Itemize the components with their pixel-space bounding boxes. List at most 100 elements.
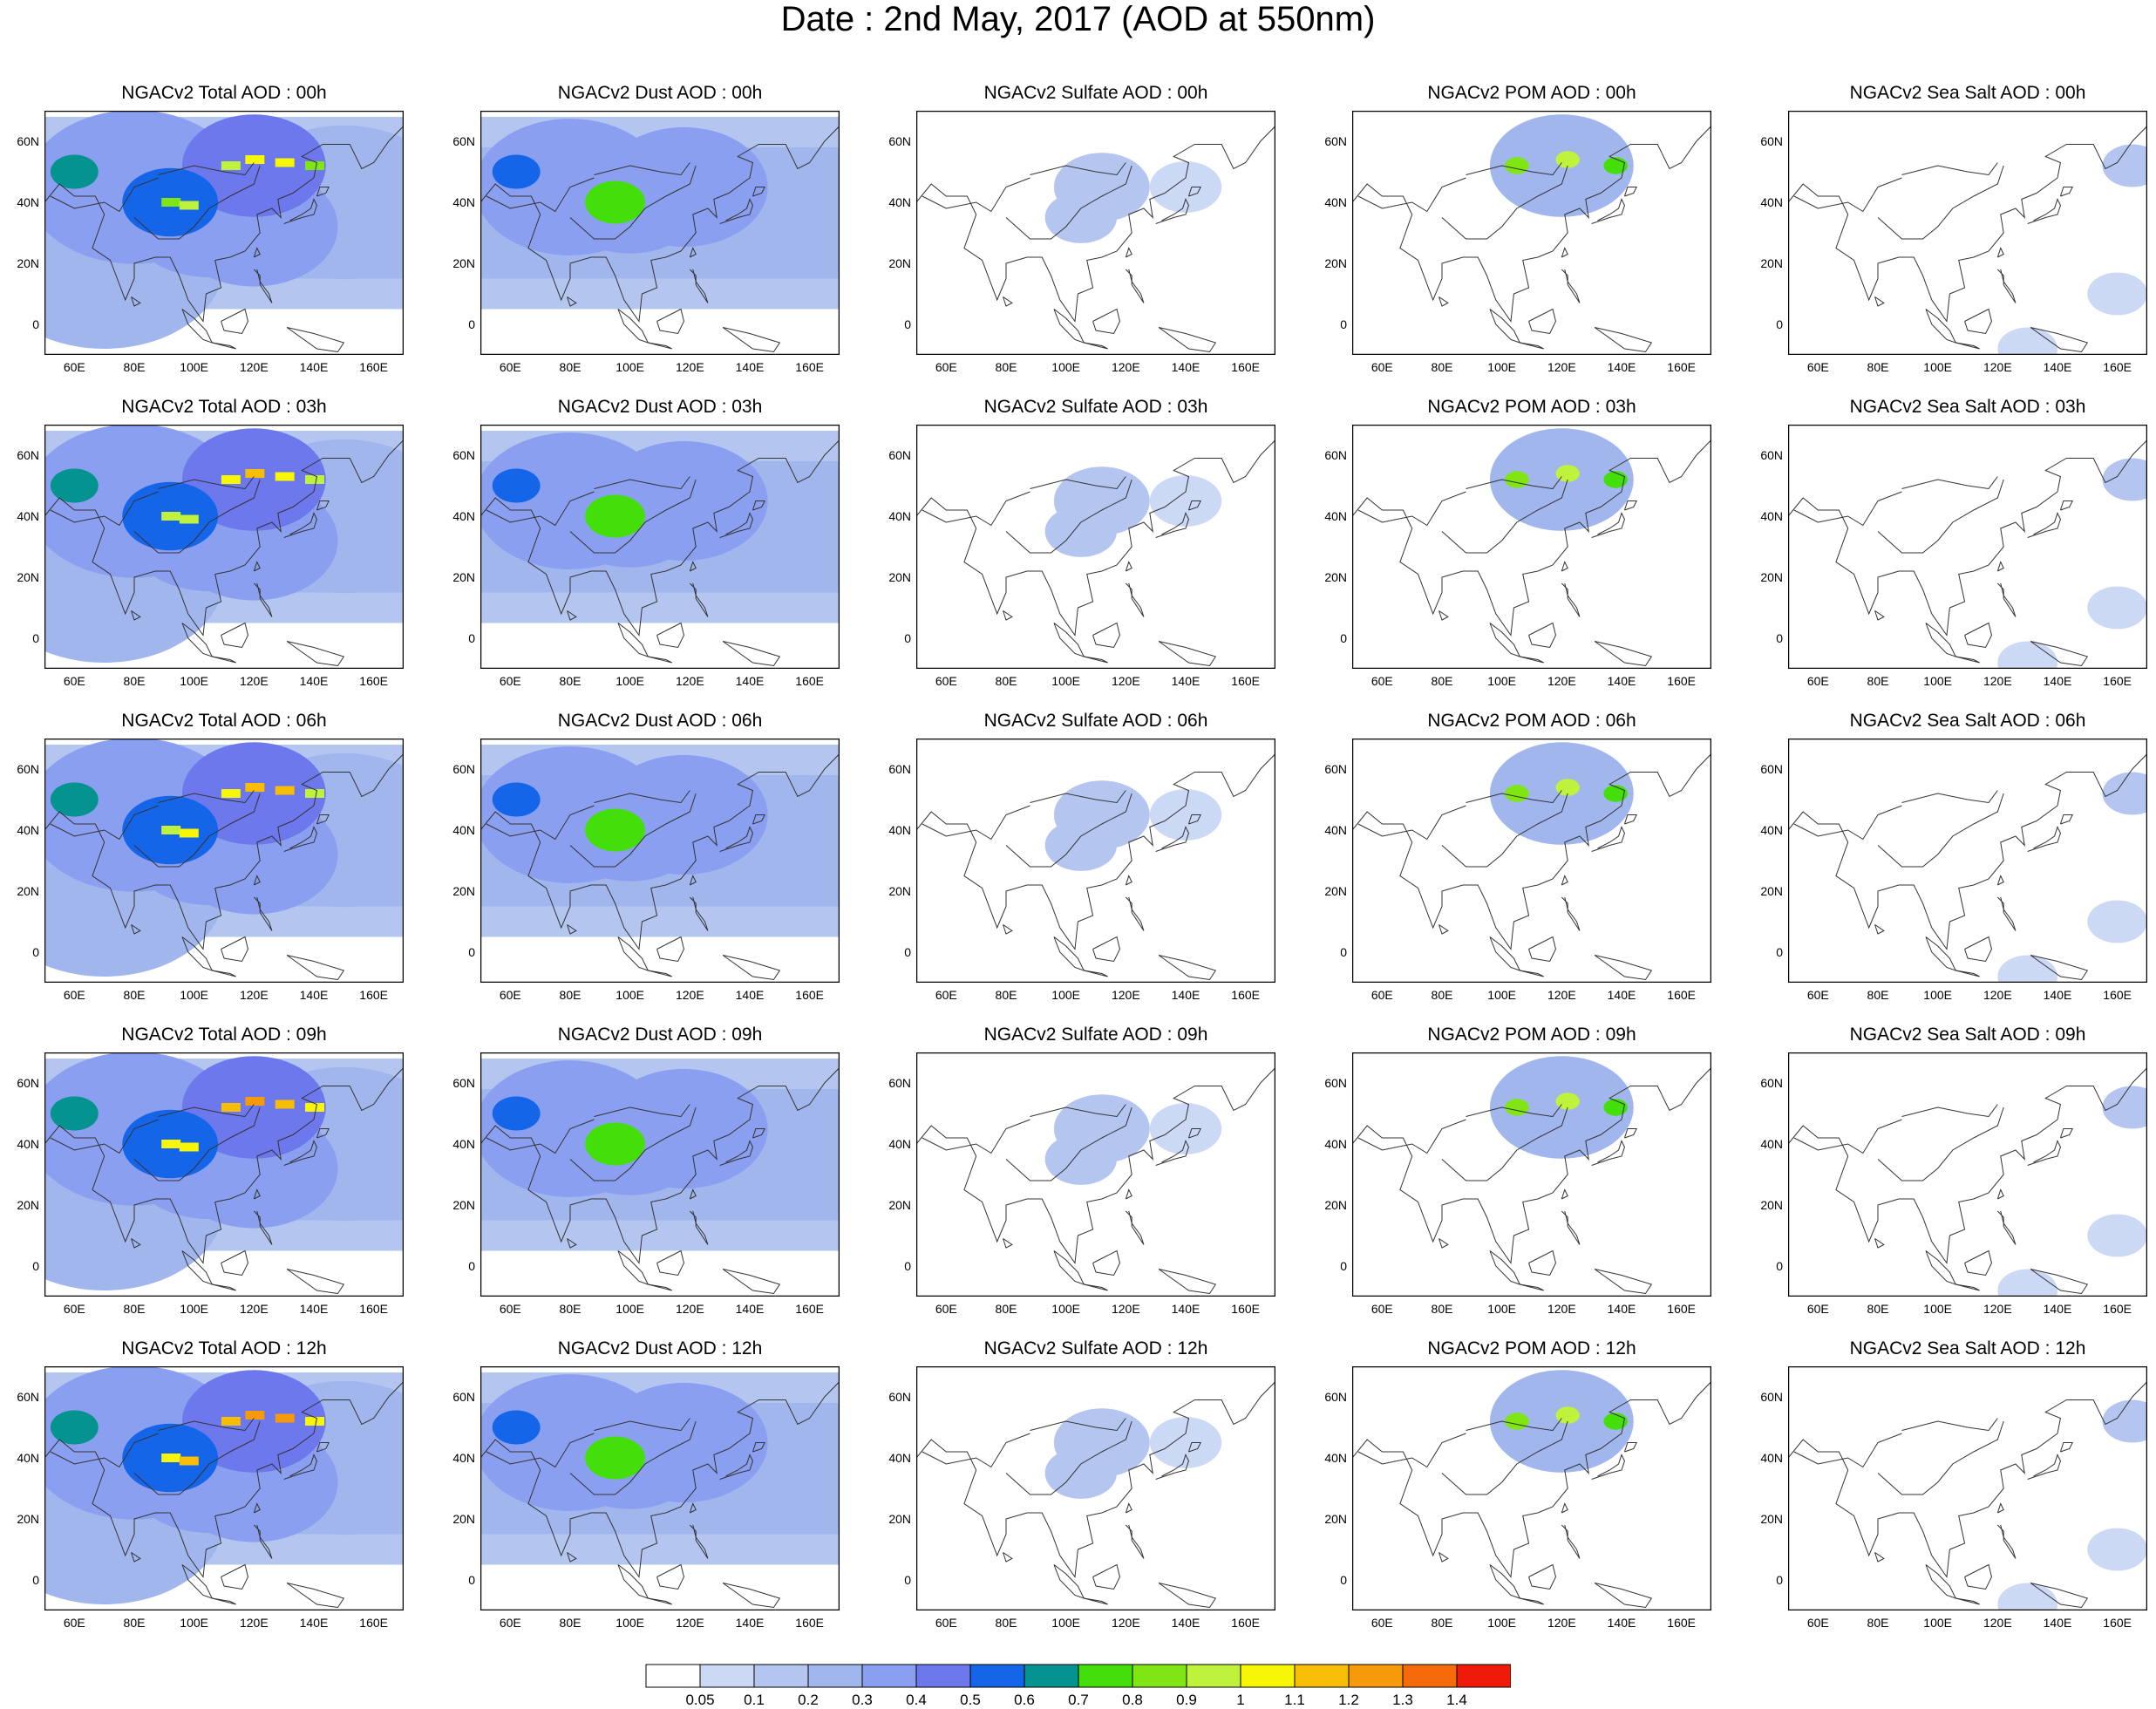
y-tick-label: 40N (452, 823, 475, 837)
x-tick-label: 100E (616, 674, 644, 688)
panel-dust-12h: NGACv2 Dust AOD : 12h 60N 40N 20N 0 60E 80E 100… (445, 1336, 857, 1632)
x-tick-label: 140E (1171, 360, 1200, 374)
map-frame (1352, 1366, 1711, 1610)
y-tick-label: 60N (1324, 448, 1347, 462)
aod-blob (585, 1436, 645, 1480)
map-frame (916, 1366, 1275, 1610)
coastline (689, 1188, 697, 1200)
y-tick-label: 0 (904, 317, 911, 331)
panel-seasalt-06h: NGACv2 Sea Salt AOD : 06h 60N 40N 20N 0 60E 80… (1753, 708, 2156, 1004)
x-tick-label: 160E (2103, 1616, 2132, 1630)
coastline (1964, 308, 1992, 335)
coastline (131, 296, 141, 307)
colorbar-swatch (969, 1664, 1025, 1688)
coastline (253, 1210, 273, 1245)
coastline (916, 439, 1275, 637)
map-background (1788, 1052, 2147, 1297)
coastline (2030, 955, 2089, 981)
y-tick-label: 0 (1776, 631, 1783, 645)
coastline (286, 641, 345, 667)
x-tick-label: 80E (1867, 988, 1889, 1002)
coastline (1441, 1106, 1568, 1181)
aod-blob (492, 1096, 541, 1131)
x-tick-label: 140E (2043, 988, 2072, 1002)
panel-total-06h: NGACv2 Total AOD : 06h 60N 40N 20N 0 60E 80E 10… (10, 708, 421, 1004)
coastline (1092, 1563, 1120, 1590)
aod-plume-cell (245, 1097, 265, 1106)
y-tick-label: 0 (904, 945, 911, 959)
coastline (1561, 875, 1568, 886)
y-tick-label: 40N (452, 509, 475, 523)
coastline (221, 936, 248, 963)
x-tick-label: 80E (1431, 988, 1453, 1002)
coastline (1561, 1502, 1568, 1514)
x-tick-label: 160E (1231, 360, 1260, 374)
panel-dust-06h: NGACv2 Dust AOD : 06h 60N 40N 20N 0 60E 80E 100… (445, 708, 857, 1004)
aod-blob (1505, 1099, 1529, 1116)
aod-map (480, 111, 840, 355)
coastline (1155, 826, 1189, 852)
coastline (1187, 1442, 1201, 1453)
coastline (480, 1067, 840, 1264)
y-tick-label: 0 (1776, 1573, 1783, 1587)
colorbar-label: 0.3 (852, 1692, 873, 1708)
coastline (719, 198, 753, 224)
y-tick-label: 60N (1324, 1390, 1347, 1404)
coastline (656, 1249, 684, 1277)
coastline (1594, 327, 1653, 353)
panel-dust-00h: NGACv2 Dust AOD : 00h 60N 40N 20N 0 60E 80E 100… (445, 80, 857, 377)
y-tick-label: 60N (17, 134, 39, 148)
coastline (316, 1128, 330, 1139)
x-tick-label: 160E (795, 1616, 824, 1630)
coastline (567, 1238, 577, 1249)
aod-blob (1505, 471, 1529, 488)
aod-plume-cell (179, 1142, 199, 1152)
coastline (486, 805, 595, 841)
x-tick-label: 160E (2103, 360, 2132, 374)
aod-map (44, 425, 404, 669)
coastline (2059, 1128, 2073, 1139)
aod-plume-cell (161, 1454, 181, 1462)
coastline (2030, 327, 2089, 353)
x-tick-label: 140E (299, 674, 329, 688)
x-tick-label: 140E (1171, 988, 1200, 1002)
coastline (2027, 198, 2061, 224)
x-tick-label: 140E (1171, 674, 1200, 688)
x-tick-label: 160E (359, 988, 388, 1002)
coastline (719, 826, 753, 852)
x-tick-label: 140E (1607, 360, 1636, 374)
map-frame (480, 1366, 840, 1610)
coastline (44, 1067, 404, 1264)
coastline (1925, 309, 1957, 344)
aod-blob (1044, 192, 1118, 243)
coastline (752, 1442, 765, 1453)
colorbar-label: 0.9 (1176, 1692, 1197, 1708)
x-tick-label: 80E (123, 1302, 146, 1316)
coastline (689, 269, 709, 303)
x-tick-label: 80E (559, 674, 582, 688)
coastline (922, 1433, 1030, 1468)
coastline (1092, 936, 1120, 963)
coastline (1489, 309, 1521, 344)
panel-title: NGACv2 POM AOD : 09h (1427, 1025, 1636, 1045)
coastline (316, 187, 330, 197)
aod-map (480, 1052, 840, 1297)
y-tick-label: 60N (17, 1390, 39, 1404)
aod-plume-cell (275, 472, 295, 481)
coastline (1158, 641, 1217, 667)
coastline (2059, 1442, 2073, 1453)
coastline (594, 1104, 690, 1118)
coastline (1053, 1250, 1085, 1285)
y-tick-label: 20N (452, 1512, 475, 1526)
panel-title: NGACv2 Sulfate AOD : 09h (983, 1025, 1208, 1045)
x-tick-label: 120E (1983, 1302, 2012, 1316)
y-tick-label: 20N (888, 1198, 911, 1212)
y-tick-label: 60N (17, 762, 39, 776)
x-tick-label: 100E (616, 988, 644, 1002)
panel-sulfate-00h: NGACv2 Sulfate AOD : 00h 60N 40N 20N 0 60E 80E… (881, 80, 1293, 377)
y-tick-label: 40N (1760, 509, 1783, 523)
map-background (1788, 1366, 2147, 1610)
y-tick-label: 0 (468, 317, 475, 331)
x-tick-label: 120E (1983, 360, 2012, 374)
coastline (656, 308, 684, 335)
